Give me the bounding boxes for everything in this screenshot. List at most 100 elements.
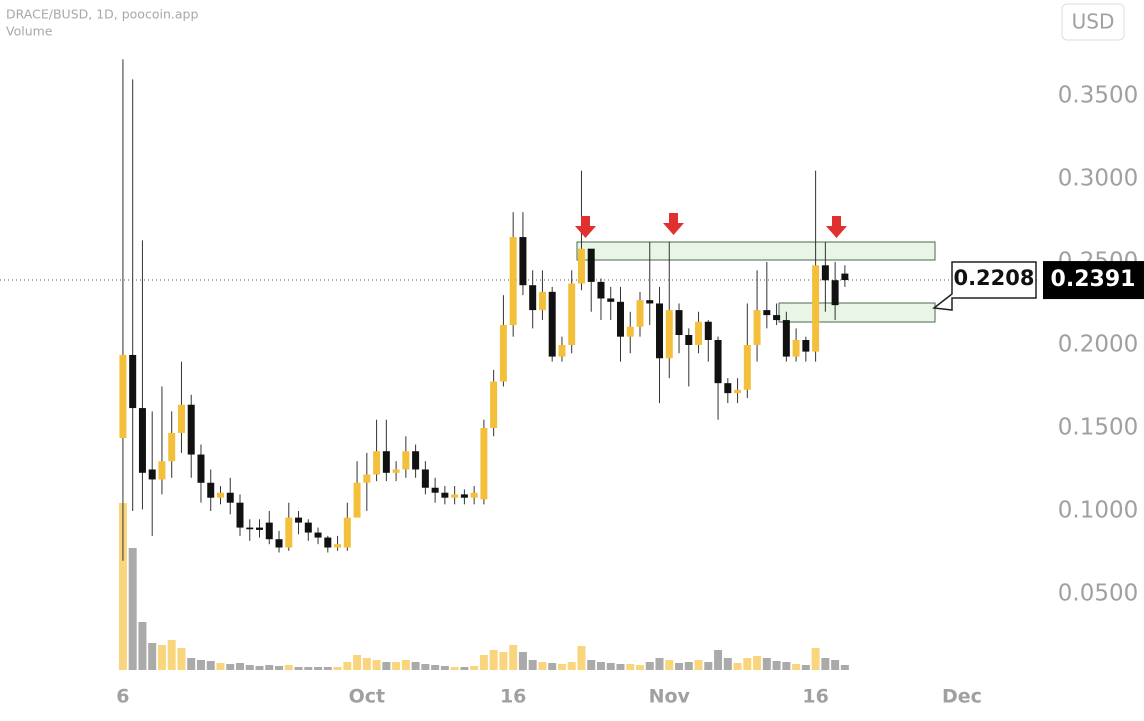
volume-bar (372, 660, 381, 670)
volume-bar (733, 663, 742, 670)
volume-bar (323, 667, 332, 670)
candle-body (782, 320, 790, 357)
volume-bar (811, 648, 820, 670)
x-tick-label: Oct (349, 686, 386, 708)
currency-button[interactable] (1061, 3, 1125, 41)
volume-bar (655, 658, 664, 670)
volume-bar (518, 652, 527, 670)
volume-bar (187, 658, 196, 670)
candle-body (529, 285, 537, 311)
volume-bar (557, 664, 566, 670)
candle-body (148, 469, 156, 480)
candle-body (509, 237, 517, 326)
callout-price: 0.2208 (953, 266, 1034, 290)
candle-body (714, 339, 722, 384)
grid (1040, 95, 1044, 595)
candle-body (724, 383, 732, 394)
candle-body (734, 389, 742, 394)
volume-bar (118, 503, 127, 670)
arrow (575, 216, 596, 238)
volume-bar (762, 658, 771, 670)
candle-body (285, 517, 293, 548)
volume-bar (636, 665, 644, 670)
candle-body (363, 474, 371, 483)
candle-body (695, 321, 703, 345)
volume-bar (616, 664, 625, 670)
volume-bar (304, 667, 313, 670)
candle-body (587, 248, 595, 282)
candle-body (802, 339, 810, 352)
candle-body (460, 494, 468, 498)
candle-body (441, 492, 449, 498)
candle-body (177, 404, 185, 433)
candle-body (763, 310, 771, 316)
volume-bar (596, 662, 605, 670)
volume-bar (665, 660, 674, 670)
support-zone (778, 302, 936, 323)
candle-body (499, 325, 507, 382)
candle-body (743, 344, 751, 390)
volume-bar (294, 667, 303, 670)
volume-bar (567, 662, 576, 670)
volume-bar (694, 660, 703, 670)
candle-body (138, 408, 146, 473)
candle-body (607, 298, 615, 302)
resistance-zone (576, 241, 936, 261)
volume-bar (431, 665, 440, 670)
volume-bar (206, 661, 215, 670)
candle-body (295, 517, 303, 523)
chart-title: DRACE/BUSD, 1D, poocoin.app (6, 7, 198, 22)
candle-body (343, 517, 351, 548)
volume-bar (723, 658, 732, 670)
candle-body (412, 451, 420, 470)
volume-bar (333, 667, 342, 670)
candle-body (665, 310, 673, 359)
candle-body (519, 237, 527, 286)
volume-bar (284, 665, 293, 670)
candle-body (382, 451, 390, 473)
candle-body (304, 522, 312, 533)
arrow (663, 213, 684, 235)
candle-body (421, 469, 429, 488)
volume-bar (265, 665, 274, 670)
volume-bar (128, 548, 137, 670)
volume-bar (675, 663, 684, 670)
candle-body (548, 291, 556, 357)
candle-body (207, 482, 215, 498)
y-tick-label: 0.3500 (1058, 82, 1138, 108)
volume-bar (245, 665, 254, 670)
volume-bar (606, 663, 615, 670)
volume-bar (821, 658, 830, 670)
candle-body (275, 539, 283, 548)
volume-bar (684, 662, 693, 670)
currency-label[interactable]: USD (1072, 10, 1115, 34)
volume-bar (470, 666, 479, 670)
candle-body (792, 339, 800, 357)
volume-bar (782, 662, 791, 670)
volume-label: Volume (6, 24, 53, 39)
candle-body (197, 454, 205, 483)
candle-body (216, 492, 224, 498)
candle-body (373, 451, 381, 475)
candle-body (392, 469, 400, 473)
candle-body (431, 487, 439, 493)
candle-body (675, 310, 683, 336)
candle-body (451, 494, 459, 498)
volume-bar (753, 656, 762, 670)
candle-body (256, 527, 264, 530)
volume-bar (314, 667, 323, 670)
candle-body (704, 321, 712, 340)
volume-bar (138, 622, 147, 670)
volume-bar (421, 664, 430, 670)
candle-body (353, 482, 361, 518)
volume-bar (645, 662, 654, 670)
arrow (826, 216, 847, 238)
candle-body (656, 303, 664, 359)
volume-bar (343, 662, 352, 670)
candle-body (812, 265, 820, 352)
candle-body (158, 461, 166, 480)
volume-bar (226, 664, 235, 670)
candle-body (129, 354, 137, 409)
x-tick-label: 16 (802, 686, 828, 708)
